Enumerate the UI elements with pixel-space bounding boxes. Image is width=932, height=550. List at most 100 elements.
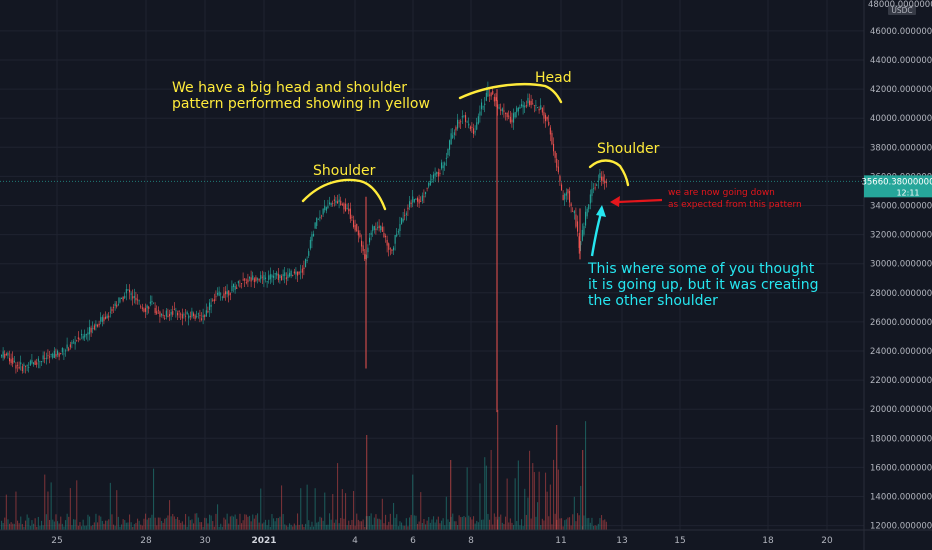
volume-bar [145, 513, 147, 530]
volume-bar [31, 520, 33, 530]
volume-bar [205, 518, 207, 530]
volume-bar [197, 517, 199, 530]
candle-body [169, 314, 171, 317]
candle-body [441, 162, 443, 169]
volume-bar [329, 513, 331, 530]
volume-bar [402, 525, 404, 530]
candle-body [308, 251, 310, 256]
volume-bar [580, 485, 582, 530]
candle-body [439, 172, 441, 175]
candle-body [457, 119, 459, 129]
candle-body [503, 110, 505, 112]
candle-body [108, 315, 110, 318]
candle-body [265, 277, 267, 280]
volume-bar [377, 518, 379, 530]
candle-body [55, 354, 57, 357]
volume-bar [63, 526, 65, 530]
candle-body [444, 162, 446, 166]
volume-bar [81, 526, 83, 530]
volume-bar [509, 518, 511, 530]
volume-bar [413, 515, 415, 530]
candle-body [306, 260, 308, 262]
volume-bar [316, 522, 318, 530]
candle-body [229, 293, 231, 295]
volume-bar [269, 526, 271, 530]
volume-bar [42, 525, 44, 530]
volume-bar [423, 518, 425, 530]
candle-body [260, 275, 262, 280]
candle-body [529, 100, 531, 106]
candle-body [53, 350, 55, 358]
candle-body [311, 234, 313, 242]
candle-body [322, 208, 324, 215]
annotation-curves [301, 82, 630, 211]
volume-bar [29, 525, 31, 530]
candle-body [119, 297, 121, 303]
candle-body [58, 353, 60, 357]
volume-bar [442, 518, 444, 530]
candle-body [305, 259, 307, 268]
volume-bar [380, 519, 382, 530]
volume-bar [141, 525, 143, 530]
candle-body [98, 323, 100, 326]
last-price-value: 35660.38000000 [861, 177, 932, 187]
candle-body [207, 311, 209, 313]
volume-bar [437, 516, 439, 530]
price-axis[interactable]: 46000.00000000 44000.00000000 42000.000000… [870, 27, 932, 532]
volume-bar [76, 480, 78, 530]
candle-body [116, 304, 118, 307]
volume-bar [5, 494, 7, 530]
candle-body [589, 194, 591, 204]
candle-body [473, 128, 475, 135]
volume-bar [364, 526, 366, 530]
candle-body [45, 357, 47, 359]
candle-body [327, 205, 329, 209]
volume-bar [133, 524, 135, 530]
volume-bar [207, 523, 209, 530]
candle-body [233, 284, 235, 288]
candle-body [309, 239, 311, 249]
candle-body [378, 225, 380, 229]
volume-bar [373, 517, 375, 530]
volume-bar [393, 502, 395, 530]
volume-bar [13, 523, 15, 530]
time-tick-label: 30 [199, 536, 211, 546]
candle-body [599, 173, 601, 179]
price-tick-label: 18000.00000000 [870, 434, 932, 444]
candle-body [417, 197, 419, 202]
candle-body [500, 109, 502, 111]
volume-bar [471, 519, 473, 530]
candle-body [15, 365, 17, 369]
volume-bar [146, 519, 148, 530]
candle-body [386, 239, 388, 246]
candle-body [249, 277, 251, 279]
candle-body [506, 112, 508, 118]
candle-body [554, 151, 556, 158]
volume-bar [106, 520, 108, 530]
candle-body [420, 201, 422, 202]
time-axis[interactable]: 25 28 30 2021 4 6 8 11 13 15 18 20 [51, 536, 833, 546]
volume-bar [223, 517, 225, 530]
volume-bar [204, 517, 206, 530]
candle-body [356, 223, 358, 232]
volume-bar [217, 504, 219, 530]
candle-body [177, 312, 179, 316]
volume-bar [220, 523, 222, 530]
volume-bar [508, 522, 510, 530]
candle-body [50, 354, 52, 355]
volume-bar [338, 523, 340, 530]
candle-body [84, 334, 86, 338]
volume-bar [529, 450, 531, 530]
volume-bar [570, 525, 572, 530]
candle-body [42, 355, 44, 360]
candle-body [218, 291, 220, 296]
price-tick-label: 14000.00000000 [870, 493, 932, 503]
volume-bar [201, 522, 203, 530]
candle-body [87, 332, 89, 335]
time-tick-label: 15 [674, 536, 685, 546]
volume-bar [10, 522, 12, 530]
candle-body [276, 272, 278, 276]
volume-bar [357, 519, 359, 530]
candle-body [47, 355, 49, 357]
